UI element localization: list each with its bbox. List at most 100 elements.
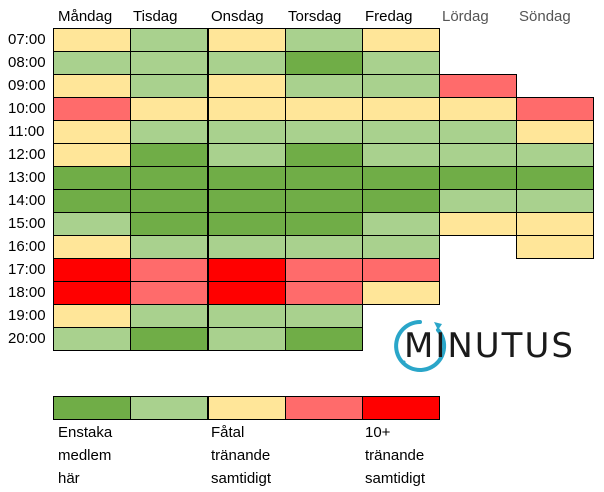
legend-label-line: Enstaka xyxy=(58,424,113,441)
grid-cell xyxy=(53,74,131,98)
grid-cell xyxy=(362,189,440,213)
legend-label-0: Enstaka medlem här xyxy=(58,421,148,490)
grid-cell xyxy=(130,235,208,259)
grid-cell xyxy=(130,258,208,282)
grid-cell xyxy=(362,143,440,167)
grid-cell xyxy=(53,304,131,328)
grid-cell xyxy=(516,189,594,213)
grid-cell xyxy=(130,51,208,75)
hour-label-10: 17:00 xyxy=(8,261,46,278)
grid-cell xyxy=(208,51,286,75)
grid-cell xyxy=(439,189,517,213)
legend-label-line: tränande xyxy=(365,447,425,464)
grid-cell xyxy=(516,143,594,167)
grid-cell xyxy=(53,258,131,282)
grid-cell xyxy=(53,97,131,121)
hour-label-4: 11:00 xyxy=(8,123,45,140)
grid-cell xyxy=(439,166,517,190)
grid-cell xyxy=(516,166,594,190)
grid-cell xyxy=(53,235,131,259)
legend-label-line: här xyxy=(58,470,80,487)
grid-cell xyxy=(285,235,363,259)
hour-label-0: 07:00 xyxy=(8,31,46,48)
grid-cell xyxy=(362,120,440,144)
grid-cell xyxy=(130,189,208,213)
grid-cell xyxy=(208,97,286,121)
hour-label-7: 14:00 xyxy=(8,192,46,209)
grid-cell xyxy=(53,143,131,167)
grid-cell xyxy=(285,258,363,282)
grid-cell xyxy=(285,189,363,213)
grid-cell xyxy=(130,304,208,328)
grid-cell xyxy=(130,281,208,305)
grid-cell xyxy=(208,28,286,52)
grid-cell xyxy=(285,74,363,98)
day-header-2: Onsdag xyxy=(211,8,264,25)
grid-cell xyxy=(439,120,517,144)
day-header-5: Lördag xyxy=(442,8,489,25)
grid-cell xyxy=(130,327,208,351)
hour-label-13: 20:00 xyxy=(8,330,46,347)
grid-cell xyxy=(285,281,363,305)
hour-label-12: 19:00 xyxy=(8,307,46,324)
hour-label-1: 08:00 xyxy=(8,54,46,71)
grid-cell xyxy=(362,97,440,121)
grid-cell xyxy=(362,166,440,190)
day-header-3: Torsdag xyxy=(288,8,342,25)
legend-label-line: 10+ xyxy=(365,424,391,441)
grid-cell xyxy=(362,28,440,52)
grid-cell xyxy=(208,258,286,282)
grid-cell xyxy=(130,166,208,190)
grid-cell xyxy=(516,97,594,121)
grid-cell xyxy=(53,327,131,351)
hour-label-2: 09:00 xyxy=(8,77,46,94)
grid-cell xyxy=(362,212,440,236)
grid-cell xyxy=(285,327,363,351)
grid-cell xyxy=(439,212,517,236)
hour-label-5: 12:00 xyxy=(8,146,46,163)
legend-swatch-2 xyxy=(130,396,208,420)
grid-cell xyxy=(208,235,286,259)
grid-cell xyxy=(439,97,517,121)
day-header-4: Fredag xyxy=(365,8,413,25)
legend-swatch-4 xyxy=(285,396,363,420)
legend-label-line: samtidigt xyxy=(365,470,426,487)
minutus-logo-icon xyxy=(394,320,447,372)
logo-text: MINUTUS xyxy=(404,326,575,366)
grid-cell xyxy=(130,143,208,167)
grid-cell xyxy=(130,28,208,52)
grid-cell xyxy=(53,120,131,144)
grid-cell xyxy=(285,120,363,144)
legend-label-line: Fåtal xyxy=(211,424,245,441)
grid-cell xyxy=(439,143,517,167)
legend-label-line: medlem xyxy=(58,447,112,464)
legend-label-line: samtidigt xyxy=(211,470,272,487)
grid-cell xyxy=(53,281,131,305)
hour-label-8: 15:00 xyxy=(8,215,46,232)
grid-cell xyxy=(439,74,517,98)
grid-cell xyxy=(208,120,286,144)
grid-cell xyxy=(516,235,594,259)
grid-cell xyxy=(285,166,363,190)
grid-cell xyxy=(285,28,363,52)
grid-cell xyxy=(285,143,363,167)
grid-cell xyxy=(208,143,286,167)
grid-cell xyxy=(362,281,440,305)
hour-label-9: 16:00 xyxy=(8,238,46,255)
grid-cell xyxy=(208,212,286,236)
grid-cell xyxy=(208,166,286,190)
grid-cell xyxy=(362,51,440,75)
grid-cell xyxy=(53,189,131,213)
legend-label-line: tränande xyxy=(211,447,271,464)
grid-cell xyxy=(53,28,131,52)
grid-cell xyxy=(130,74,208,98)
day-header-6: Söndag xyxy=(519,8,571,25)
grid-cell xyxy=(362,258,440,282)
grid-cell xyxy=(208,327,286,351)
grid-cell xyxy=(208,304,286,328)
grid-cell xyxy=(285,97,363,121)
day-header-0: Måndag xyxy=(58,8,113,25)
grid-cell xyxy=(516,120,594,144)
grid-cell xyxy=(285,212,363,236)
legend-label-1: Fåtal tränande samtidigt xyxy=(211,421,301,490)
